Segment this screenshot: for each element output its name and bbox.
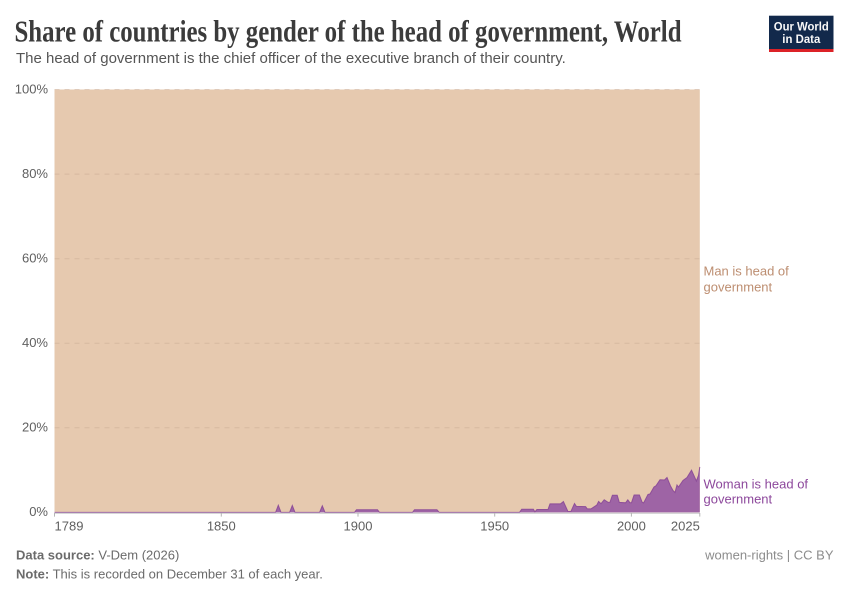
svg-text:0%: 0% bbox=[29, 504, 48, 519]
svg-text:Man is head of: Man is head of bbox=[704, 263, 790, 278]
svg-text:women-rights | CC BY: women-rights | CC BY bbox=[704, 548, 834, 563]
svg-text:20%: 20% bbox=[22, 420, 48, 435]
svg-text:government: government bbox=[704, 492, 773, 507]
svg-text:1850: 1850 bbox=[207, 519, 236, 534]
svg-text:100%: 100% bbox=[15, 81, 49, 96]
svg-text:1950: 1950 bbox=[480, 519, 509, 534]
svg-text:government: government bbox=[704, 279, 773, 294]
svg-text:Data source: V-Dem (2026): Data source: V-Dem (2026) bbox=[16, 548, 179, 563]
svg-text:Our World: Our World bbox=[774, 20, 829, 34]
svg-text:1789: 1789 bbox=[55, 519, 84, 534]
svg-text:The head of government is the: The head of government is the chief offi… bbox=[16, 50, 566, 67]
svg-text:1900: 1900 bbox=[344, 519, 373, 534]
svg-text:Note: This is recorded on Dece: Note: This is recorded on December 31 of… bbox=[16, 567, 323, 582]
svg-text:2000: 2000 bbox=[617, 519, 646, 534]
svg-text:Woman is head of: Woman is head of bbox=[704, 477, 809, 492]
svg-text:40%: 40% bbox=[22, 335, 48, 350]
svg-text:Share of countries by gender o: Share of countries by gender of the head… bbox=[15, 14, 682, 49]
svg-text:80%: 80% bbox=[22, 166, 48, 181]
svg-text:2025: 2025 bbox=[671, 519, 700, 534]
svg-text:in Data: in Data bbox=[782, 32, 820, 46]
svg-text:60%: 60% bbox=[22, 251, 48, 266]
